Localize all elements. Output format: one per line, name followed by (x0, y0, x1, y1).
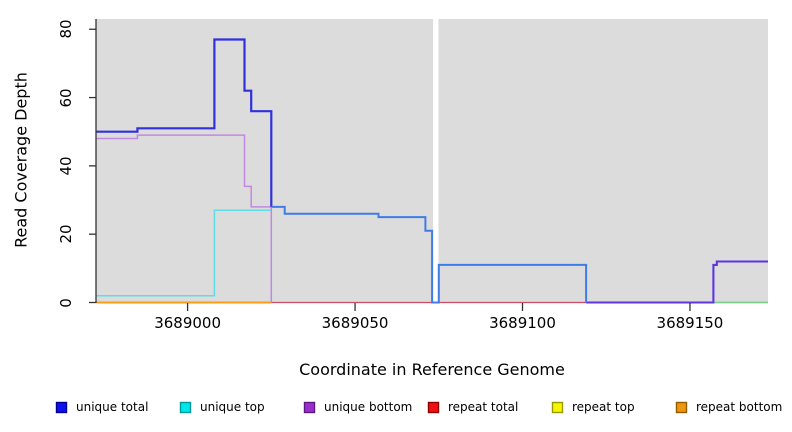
y-tick-label: 80 (57, 19, 75, 39)
legend-swatch-rect (56, 402, 67, 412)
legend-label: unique top (200, 400, 265, 414)
legend-item-repeat-top: repeat top (551, 399, 635, 415)
legend-label: unique bottom (324, 400, 413, 414)
legend-swatch-rect (304, 402, 315, 412)
legend-swatch-border (179, 401, 192, 413)
legend-swatch-icon (55, 401, 68, 413)
legend-swatch-rect (552, 402, 563, 412)
y-axis-title: Read Coverage Depth (11, 72, 31, 248)
legend-swatch-rect (428, 402, 439, 412)
y-tick-label: 20 (57, 224, 75, 244)
legend-label: repeat bottom (696, 400, 783, 414)
legend-item-unique-top: unique top (179, 399, 265, 415)
unique-bottom-line (96, 134, 273, 303)
y-tick-label: 0 (57, 297, 75, 308)
legend-swatch-icon (303, 401, 316, 413)
y-tick-label: 60 (57, 88, 75, 108)
y-tick-label: 40 (57, 156, 75, 176)
legend-label: repeat top (572, 400, 635, 414)
legend-swatch-icon (179, 401, 192, 413)
unique-top-line (96, 209, 272, 297)
x-axis-title: Coordinate in Reference Genome (299, 360, 565, 379)
legend-swatch-rect (180, 402, 191, 412)
legend-item-unique-bottom: unique bottom (303, 399, 412, 415)
legend-swatch-icon (551, 401, 564, 413)
x-tick-label: 3689100 (489, 314, 556, 332)
unique-total-right-overlap-line (586, 260, 768, 304)
legend-swatch-border (55, 401, 68, 413)
legend-item-repeat-bottom: repeat bottom (675, 399, 782, 415)
unique-total-over-top-line (271, 205, 588, 304)
legend-swatch-border (675, 401, 688, 413)
legend-swatch-icon (675, 401, 688, 413)
legend-item-repeat-total: repeat total (427, 399, 518, 415)
coverage-gap-stripe (433, 19, 439, 303)
x-tick-label: 3689050 (321, 314, 389, 332)
legend-swatch-border (551, 401, 564, 413)
unique-total-line (96, 38, 273, 207)
legend-label: repeat total (448, 400, 519, 414)
legend-swatch-icon (427, 401, 440, 413)
legend-label: unique total (76, 400, 149, 414)
x-tick-label: 3689000 (154, 314, 221, 332)
legend-item-unique-total: unique total (55, 399, 148, 415)
legend-swatch-border (427, 401, 440, 413)
x-tick-label: 3689150 (656, 314, 724, 332)
legend-swatch-border (303, 401, 316, 413)
legend-swatch-rect (676, 402, 687, 412)
chart-layer (89, 19, 768, 311)
